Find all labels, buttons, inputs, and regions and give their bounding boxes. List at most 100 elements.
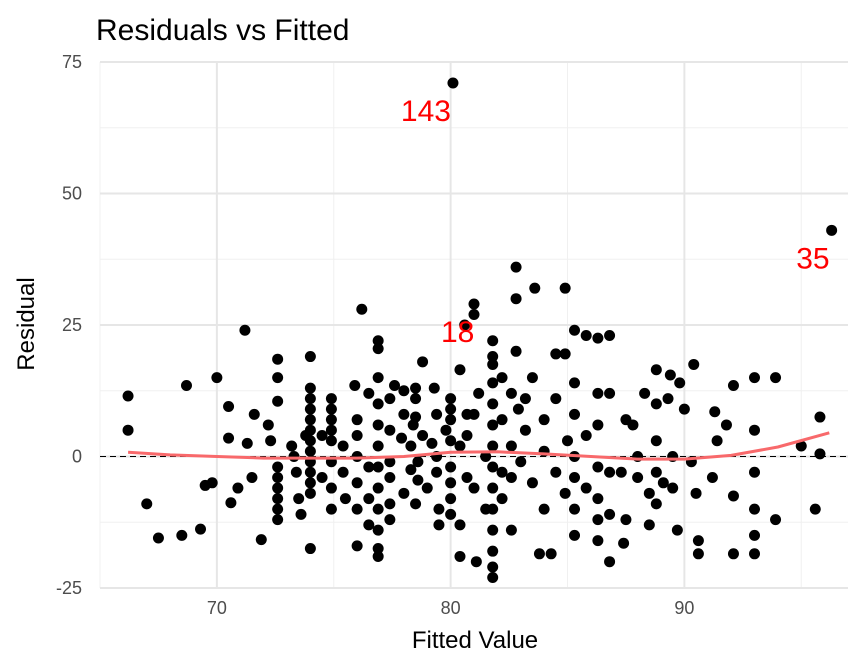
data-point — [304, 424, 316, 436]
data-point — [569, 472, 581, 484]
data-point — [461, 472, 473, 484]
x-tick-label: 80 — [441, 598, 461, 618]
data-point — [363, 387, 375, 399]
data-point — [304, 445, 316, 457]
data-point — [814, 448, 826, 460]
data-point — [431, 466, 443, 478]
data-point — [304, 466, 316, 478]
data-point — [363, 519, 375, 531]
data-point — [412, 456, 424, 468]
data-point — [580, 330, 592, 342]
data-point — [809, 503, 821, 515]
data-point — [688, 358, 700, 370]
data-point — [316, 472, 328, 484]
data-point — [770, 372, 782, 384]
data-point — [650, 435, 662, 447]
data-point — [487, 419, 499, 431]
data-point — [512, 403, 524, 415]
data-point — [749, 503, 760, 515]
y-tick-label: 50 — [62, 184, 82, 204]
data-point — [487, 524, 499, 536]
data-point — [678, 403, 690, 415]
data-point — [389, 379, 401, 391]
data-point — [487, 561, 499, 573]
data-point — [515, 456, 527, 468]
data-point — [225, 497, 237, 509]
data-point — [671, 524, 683, 536]
data-point — [304, 403, 316, 415]
data-point — [384, 472, 396, 484]
data-point — [667, 482, 679, 494]
data-point — [304, 382, 316, 394]
data-point — [272, 503, 284, 515]
data-point — [674, 377, 686, 389]
data-point — [487, 358, 499, 370]
data-point — [384, 514, 396, 526]
data-point — [325, 435, 337, 447]
data-point — [711, 435, 723, 447]
data-point — [206, 477, 218, 489]
data-point — [562, 435, 573, 447]
data-point — [421, 482, 433, 494]
x-axis-title: Fitted Value — [412, 627, 538, 654]
data-point — [592, 535, 604, 547]
data-point — [706, 472, 718, 484]
data-point — [239, 324, 251, 336]
data-point — [480, 451, 492, 462]
data-point — [272, 514, 284, 526]
data-point — [664, 369, 676, 381]
data-point — [272, 372, 284, 384]
data-point — [211, 372, 223, 384]
data-point — [325, 503, 337, 515]
data-point — [496, 372, 508, 384]
data-point — [122, 390, 134, 402]
outlier-label: 35 — [796, 242, 829, 275]
data-point — [241, 437, 253, 449]
data-point — [445, 461, 457, 473]
data-point — [496, 466, 508, 478]
data-point — [398, 487, 410, 499]
data-point — [749, 529, 760, 541]
data-point — [487, 545, 499, 557]
data-point — [538, 503, 550, 515]
data-point — [618, 537, 630, 549]
data-point — [412, 474, 424, 486]
data-point — [749, 548, 760, 560]
data-point — [727, 379, 739, 391]
data-point — [288, 451, 300, 462]
data-point — [195, 523, 207, 535]
chart-title: Residuals vs Fitted — [96, 14, 349, 47]
data-point — [690, 487, 702, 499]
data-point — [405, 464, 417, 476]
data-point — [304, 543, 316, 555]
data-point — [325, 393, 337, 405]
data-point — [569, 324, 581, 336]
data-point — [510, 261, 522, 273]
data-point — [496, 414, 508, 426]
outlier-label: 143 — [401, 95, 451, 128]
data-point — [372, 524, 384, 536]
data-point — [304, 487, 316, 499]
data-point — [363, 493, 375, 505]
data-point — [643, 487, 655, 499]
data-point — [445, 477, 457, 489]
data-point — [290, 466, 302, 478]
data-point — [487, 461, 499, 473]
data-point — [559, 282, 571, 294]
data-point — [372, 419, 384, 431]
data-point — [272, 461, 284, 473]
data-point — [604, 466, 616, 478]
y-tick-label: 75 — [62, 52, 82, 72]
data-point — [398, 385, 410, 397]
data-point — [662, 393, 674, 405]
data-point — [337, 466, 349, 478]
data-point — [487, 482, 499, 494]
data-point — [468, 408, 480, 420]
data-point — [232, 482, 244, 494]
data-point — [272, 472, 284, 484]
data-point — [293, 493, 305, 505]
data-point — [550, 348, 562, 360]
data-point — [372, 550, 384, 562]
data-point — [295, 508, 307, 520]
